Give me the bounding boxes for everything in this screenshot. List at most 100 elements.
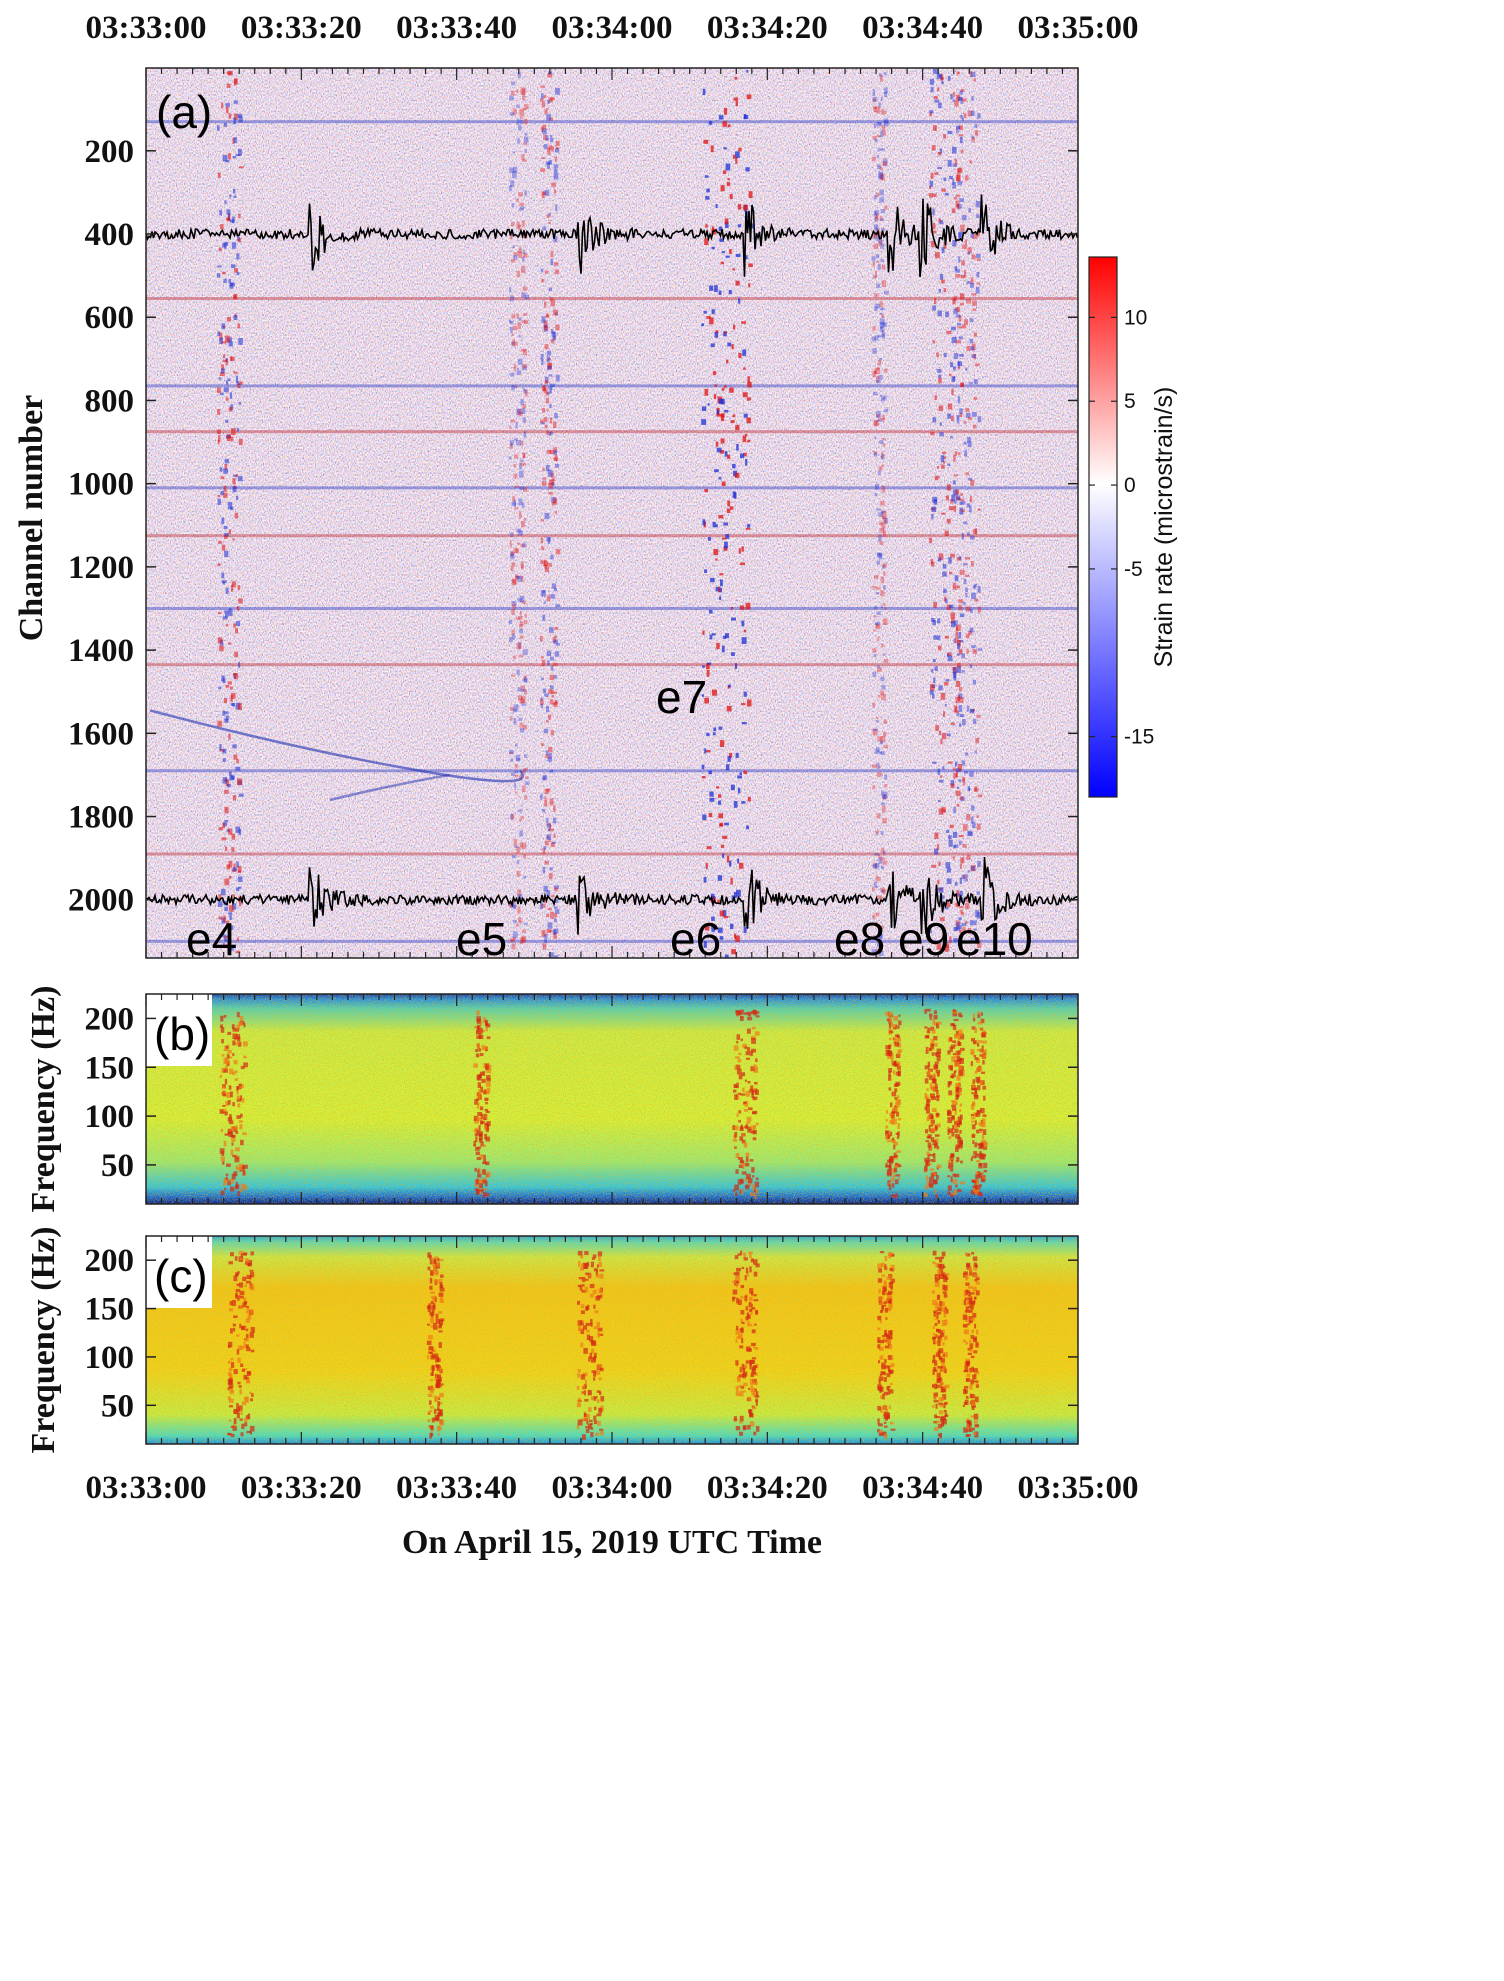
- energy-burst-speckle: [733, 1416, 737, 1422]
- energy-burst-speckle: [879, 1251, 885, 1254]
- energy-burst-speckle: [475, 1029, 479, 1035]
- energy-burst-speckle: [897, 1123, 901, 1129]
- energy-burst-speckle: [234, 1037, 237, 1040]
- moveout-speckle: [941, 895, 945, 899]
- moveout-speckle: [541, 191, 545, 199]
- energy-burst-speckle: [748, 1251, 753, 1254]
- energy-burst-speckle: [958, 1089, 962, 1096]
- moveout-speckle: [701, 406, 707, 412]
- moveout-speckle: [717, 800, 722, 805]
- energy-burst-speckle: [974, 1420, 978, 1424]
- energy-burst-speckle: [968, 1427, 973, 1432]
- energy-burst-speckle: [932, 1342, 936, 1345]
- moveout-speckle: [872, 785, 875, 789]
- moveout-speckle: [967, 110, 972, 117]
- moveout-speckle: [237, 584, 241, 590]
- moveout-speckle: [957, 361, 963, 366]
- moveout-speckle: [548, 221, 551, 224]
- moveout-speckle: [550, 690, 554, 694]
- moveout-speckle: [228, 912, 233, 916]
- moveout-speckle: [515, 754, 520, 762]
- energy-burst-speckle: [925, 1175, 929, 1181]
- energy-burst-speckle: [933, 1036, 938, 1041]
- top-time-tick-label: 03:34:20: [707, 10, 828, 46]
- moveout-speckle: [720, 579, 723, 587]
- moveout-speckle: [509, 425, 512, 429]
- moveout-speckle: [542, 226, 547, 231]
- moveout-speckle: [873, 233, 878, 238]
- energy-burst-speckle: [896, 1095, 900, 1099]
- moveout-speckle: [745, 167, 750, 172]
- moveout-speckle: [233, 293, 238, 300]
- energy-burst-speckle: [883, 1391, 889, 1396]
- energy-burst-speckle: [753, 1271, 758, 1277]
- energy-burst-speckle: [745, 1090, 751, 1097]
- moveout-speckle: [517, 598, 523, 602]
- energy-burst-speckle: [896, 1065, 901, 1070]
- moveout-speckle: [879, 541, 884, 545]
- moveout-speckle: [225, 920, 230, 925]
- energy-burst-speckle: [925, 1160, 929, 1166]
- moveout-speckle: [877, 263, 881, 270]
- energy-burst-speckle: [480, 1086, 484, 1093]
- energy-burst-speckle: [754, 1089, 759, 1096]
- energy-burst-speckle: [924, 1078, 929, 1084]
- moveout-speckle: [734, 663, 738, 669]
- moveout-speckle: [881, 693, 886, 701]
- energy-burst-speckle: [737, 1092, 742, 1095]
- moveout-speckle: [231, 242, 237, 249]
- energy-burst-speckle: [881, 1290, 885, 1296]
- moveout-speckle: [216, 387, 221, 394]
- moveout-speckle: [881, 173, 885, 181]
- energy-burst-speckle: [475, 1178, 479, 1185]
- moveout-speckle: [872, 348, 877, 354]
- energy-burst-speckle: [750, 1342, 756, 1346]
- moveout-speckle: [875, 376, 880, 383]
- energy-burst-speckle: [932, 1336, 936, 1342]
- moveout-speckle: [548, 386, 553, 390]
- moveout-speckle: [511, 579, 516, 586]
- energy-burst-speckle: [586, 1420, 589, 1425]
- moveout-speckle: [233, 268, 238, 273]
- moveout-speckle: [701, 764, 705, 770]
- moveout-speckle: [225, 419, 229, 423]
- energy-burst-speckle: [933, 1014, 938, 1020]
- energy-burst-speckle: [972, 1040, 977, 1045]
- moveout-speckle: [239, 381, 243, 385]
- energy-burst-speckle: [743, 1382, 748, 1387]
- energy-burst-speckle: [892, 1107, 898, 1112]
- moveout-speckle: [225, 160, 230, 163]
- energy-burst-speckle: [878, 1379, 881, 1385]
- moveout-speckle: [954, 575, 959, 582]
- moveout-speckle: [950, 326, 956, 331]
- moveout-speckle: [546, 430, 550, 436]
- energy-burst-speckle: [881, 1363, 886, 1370]
- moveout-speckle: [938, 102, 942, 109]
- moveout-speckle: [702, 665, 705, 668]
- moveout-speckle: [878, 944, 882, 952]
- energy-burst-speckle: [955, 1184, 958, 1188]
- moveout-speckle: [743, 204, 748, 211]
- energy-burst-speckle: [241, 1325, 244, 1331]
- energy-burst-speckle: [249, 1284, 255, 1288]
- moveout-speckle: [718, 115, 724, 120]
- moveout-speckle: [953, 489, 958, 496]
- moveout-speckle: [883, 745, 889, 749]
- moveout-speckle: [878, 751, 883, 754]
- energy-burst-speckle: [885, 1110, 888, 1114]
- energy-burst-speckle: [935, 1403, 938, 1409]
- moveout-speckle: [958, 705, 963, 712]
- moveout-speckle: [524, 389, 528, 397]
- energy-burst-speckle: [968, 1367, 971, 1371]
- moveout-speckle: [963, 874, 966, 879]
- moveout-speckle: [217, 901, 223, 907]
- energy-burst-speckle: [232, 1154, 237, 1158]
- energy-burst-speckle: [748, 1107, 753, 1111]
- energy-burst-speckle: [975, 1113, 978, 1118]
- moveout-speckle: [705, 663, 710, 670]
- energy-burst-speckle: [931, 1385, 935, 1388]
- energy-burst-speckle: [234, 1408, 239, 1415]
- moveout-speckle: [737, 224, 742, 228]
- energy-burst-speckle: [879, 1407, 883, 1413]
- moveout-speckle: [513, 548, 518, 554]
